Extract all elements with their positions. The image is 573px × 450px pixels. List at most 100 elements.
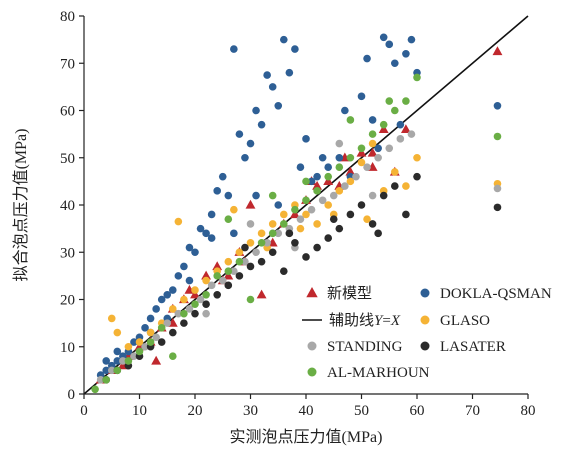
- data-point: [180, 309, 188, 318]
- x-tick-label: 50: [354, 403, 369, 419]
- y-tick-label: 0: [68, 387, 76, 403]
- data-point: [241, 243, 249, 252]
- data-point: [135, 347, 144, 356]
- data-point: [224, 257, 233, 266]
- data-point: [313, 243, 321, 252]
- data-point: [363, 215, 371, 223]
- data-point: [274, 101, 283, 110]
- data-point: [180, 319, 188, 327]
- data-point: [296, 224, 305, 233]
- data-point: [313, 187, 321, 195]
- data-point: [324, 234, 333, 242]
- legend-label: LASATER: [440, 339, 506, 355]
- y-tick-label: 70: [60, 56, 75, 72]
- legend-label: 辅助线Y=X: [329, 312, 401, 329]
- data-point: [202, 229, 210, 238]
- data-point: [190, 289, 200, 299]
- data-point: [169, 352, 177, 361]
- data-point: [257, 120, 266, 129]
- data-point: [335, 187, 344, 195]
- data-point: [146, 328, 155, 337]
- legend-item: 辅助线Y=X: [302, 312, 401, 329]
- x-tick-label: 60: [410, 403, 425, 419]
- legend-label-part: Y: [374, 313, 384, 329]
- data-point: [346, 210, 355, 219]
- data-point: [285, 68, 294, 77]
- legend-item: GLASO: [420, 313, 490, 329]
- data-point: [185, 276, 194, 285]
- data-point: [413, 172, 421, 181]
- legend-item: AL-MARHOUN: [307, 365, 430, 381]
- data-point: [151, 355, 162, 365]
- data-point: [207, 281, 216, 290]
- data-point: [246, 139, 255, 148]
- data-point: [291, 45, 299, 53]
- data-point: [230, 229, 238, 238]
- data-point: [102, 357, 110, 365]
- data-point: [379, 191, 388, 200]
- data-point: [241, 153, 249, 162]
- data-point: [274, 229, 283, 238]
- data-point: [268, 83, 277, 91]
- legend-label: AL-MARHOUN: [327, 365, 430, 381]
- data-point: [396, 135, 405, 143]
- data-point: [402, 182, 410, 190]
- data-point: [135, 338, 144, 346]
- data-point: [335, 163, 344, 171]
- data-point: [174, 217, 183, 226]
- data-point: [230, 205, 238, 214]
- data-point: [391, 59, 399, 68]
- data-point: [246, 220, 255, 228]
- data-point: [341, 182, 349, 190]
- data-point: [413, 73, 421, 82]
- data-point: [169, 305, 177, 313]
- y-tick-label: 10: [60, 340, 75, 356]
- data-point: [263, 71, 271, 79]
- data-point: [241, 257, 249, 266]
- data-point: [492, 46, 503, 56]
- data-point: [352, 172, 360, 181]
- data-point: [202, 309, 210, 318]
- data-point: [407, 35, 416, 44]
- legend-marker: [420, 341, 430, 351]
- data-point: [329, 191, 338, 200]
- data-point: [157, 324, 166, 332]
- data-point: [263, 239, 271, 247]
- data-point: [400, 124, 411, 134]
- x-tick-label: 20: [188, 403, 203, 419]
- data-point: [341, 106, 349, 115]
- data-point: [163, 290, 172, 299]
- data-point: [212, 261, 223, 271]
- data-point: [202, 276, 210, 285]
- x-tick-label: 0: [80, 403, 88, 419]
- x-tick-label: 80: [521, 403, 536, 419]
- data-point: [174, 309, 183, 318]
- data-point: [152, 333, 160, 342]
- legend-label: GLASO: [440, 313, 490, 329]
- data-point: [374, 229, 382, 238]
- data-point: [213, 187, 221, 195]
- data-point: [302, 253, 310, 261]
- data-point: [224, 267, 233, 275]
- data-point: [329, 215, 338, 223]
- data-point: [113, 328, 122, 337]
- data-point: [124, 342, 133, 351]
- data-point: [307, 205, 316, 214]
- legend-label: 新模型: [327, 285, 372, 302]
- data-point: [245, 199, 256, 209]
- data-point: [346, 116, 355, 124]
- data-point: [191, 286, 199, 294]
- x-tick-label: 10: [132, 403, 147, 419]
- data-point: [493, 132, 502, 141]
- data-point: [302, 210, 310, 219]
- data-point: [402, 210, 410, 219]
- data-point: [493, 203, 502, 212]
- data-point: [191, 248, 199, 257]
- data-point: [407, 130, 416, 138]
- data-point: [185, 305, 194, 313]
- legend-marker: [420, 315, 430, 325]
- data-point: [335, 139, 344, 148]
- data-point: [157, 295, 166, 304]
- data-point: [379, 120, 388, 129]
